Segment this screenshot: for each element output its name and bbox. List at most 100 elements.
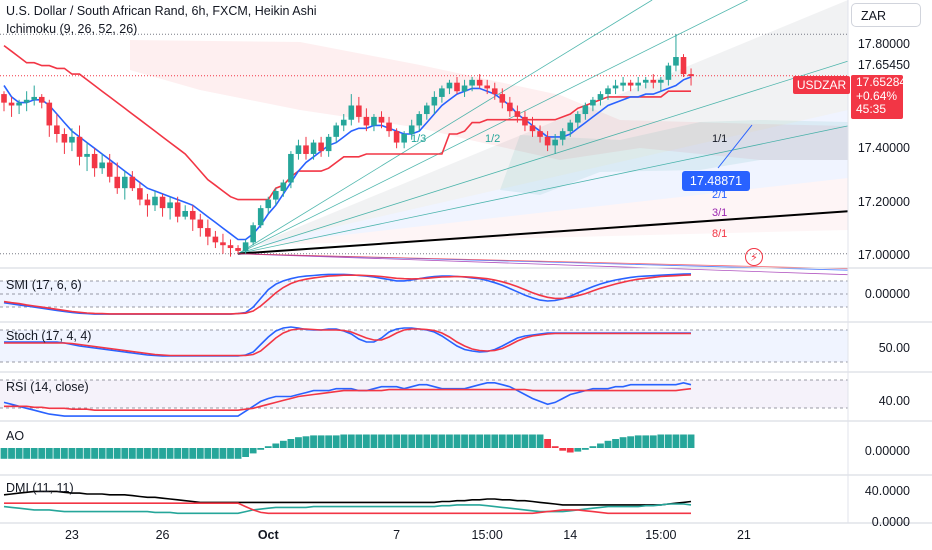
ao-bar-63: [476, 434, 484, 448]
ao-bar-89: [672, 434, 680, 448]
dmi-label[interactable]: DMI (11, 11): [6, 481, 74, 495]
candle-body-73: [552, 139, 558, 146]
candle-body-36: [273, 191, 279, 200]
fan-label-1-3: 1/3: [411, 133, 427, 145]
smi-band: [0, 281, 848, 307]
ao-bar-36: [272, 443, 280, 448]
candle-body-7: [54, 125, 60, 134]
price-tick-17-80: 17.80000: [857, 37, 910, 51]
candle-body-25: [189, 210, 196, 220]
dmi-axis-label-40: 40.0000: [864, 484, 910, 498]
smi-label[interactable]: SMI (17, 6, 6): [6, 278, 82, 292]
candle-body-24: [182, 210, 188, 217]
candle-body-74: [559, 131, 566, 140]
candle-body-12: [91, 153, 98, 169]
stoch-band: [0, 330, 848, 362]
candle-body-31: [235, 248, 241, 251]
ao-bar-7: [53, 448, 61, 459]
ao-bar-79: [597, 443, 604, 448]
ao-bar-13: [98, 448, 106, 459]
candle-body-88: [665, 65, 672, 80]
ao-bar-18: [136, 448, 144, 459]
candle-body-14: [106, 162, 113, 177]
ao-label[interactable]: AO: [6, 429, 25, 443]
ao-bar-67: [506, 434, 514, 448]
dmi-panel: [3, 490, 692, 515]
currency-button[interactable]: ZAR: [851, 3, 921, 27]
price-tick-17-00: 17.00000: [857, 248, 910, 262]
ao-bar-56: [423, 434, 431, 448]
ao-bar-43: [325, 435, 333, 448]
ao-bar-5: [38, 448, 46, 459]
ao-bar-77: [581, 448, 589, 450]
price-line-label: 17.65450: [857, 58, 910, 72]
ao-bar-82: [619, 437, 627, 448]
ao-bar-2: [15, 448, 23, 459]
candle-body-26: [197, 219, 204, 229]
candle-body-17: [129, 176, 136, 189]
ao-bar-69: [521, 434, 529, 448]
candle-body-19: [144, 199, 151, 206]
ao-bar-10: [76, 448, 83, 459]
time-tick-5: 14: [563, 528, 578, 542]
ao-bar-59: [446, 434, 453, 448]
candle-body-84: [635, 82, 641, 86]
ao-bar-26: [196, 448, 204, 459]
candle-body-37: [280, 182, 287, 192]
candle-body-65: [491, 88, 498, 95]
stoch-axis-label: 50.00: [878, 341, 910, 355]
candle-body-56: [424, 105, 430, 115]
ao-bar-44: [332, 435, 340, 448]
candle-body-89: [673, 57, 679, 66]
candle-body-10: [76, 136, 83, 157]
candle-body-29: [220, 242, 226, 246]
alert-bolt-icon[interactable]: ⚡: [745, 248, 763, 266]
candle-body-71: [537, 131, 543, 137]
candle-body-6: [46, 102, 53, 126]
fan-shade-upper: [255, 0, 848, 245]
ao-bar-78: [589, 446, 597, 448]
candle-body-55: [416, 114, 423, 126]
stoch-panel: [0, 326, 848, 363]
ao-bar-27: [204, 448, 212, 459]
candle-body-3: [23, 99, 30, 103]
candle-body-47: [356, 105, 362, 117]
price-tick-17-20: 17.20000: [857, 195, 910, 209]
ichimoku-cloud-green: [500, 120, 848, 195]
rsi-axis-label: 40.00: [878, 394, 910, 408]
ichimoku-indicator-label[interactable]: Ichimoku (9, 26, 52, 26): [6, 22, 138, 36]
candle-body-9: [69, 136, 75, 143]
candle-body-80: [605, 88, 611, 95]
time-tick-3: 7: [393, 528, 401, 542]
fan-line-1-4: [237, 0, 653, 255]
main-price-panel: [0, 0, 849, 276]
ao-bar-80: [604, 440, 612, 448]
ao-bar-15: [113, 448, 121, 459]
candle-body-90: [680, 57, 687, 75]
ao-bar-14: [106, 448, 114, 459]
ao-bar-81: [612, 439, 619, 448]
candle-body-79: [597, 94, 604, 100]
rsi-label[interactable]: RSI (14, close): [6, 380, 89, 394]
candle-body-60: [454, 82, 460, 92]
ao-bar-85: [642, 435, 650, 448]
candle-body-62: [469, 79, 475, 86]
ao-bar-52: [393, 434, 400, 448]
ao-bar-76: [574, 448, 582, 452]
ao-bar-49: [370, 434, 378, 448]
tenkan-line: [3, 76, 692, 241]
ao-bar-50: [378, 434, 385, 448]
candle-body-28: [212, 236, 219, 243]
fan-label-1-2: 1/2: [485, 133, 501, 145]
stoch-label[interactable]: Stoch (17, 4, 4): [6, 329, 92, 343]
ao-bar-16: [121, 448, 129, 459]
ao-bar-62: [468, 434, 476, 448]
candle-body-18: [137, 188, 143, 200]
ao-bar-65: [491, 434, 499, 448]
candle-body-38: [288, 153, 294, 183]
candle-body-67: [507, 102, 513, 112]
ao-bar-9: [68, 448, 76, 459]
candle-body-35: [265, 199, 272, 209]
rsi-line-0: [3, 381, 692, 417]
